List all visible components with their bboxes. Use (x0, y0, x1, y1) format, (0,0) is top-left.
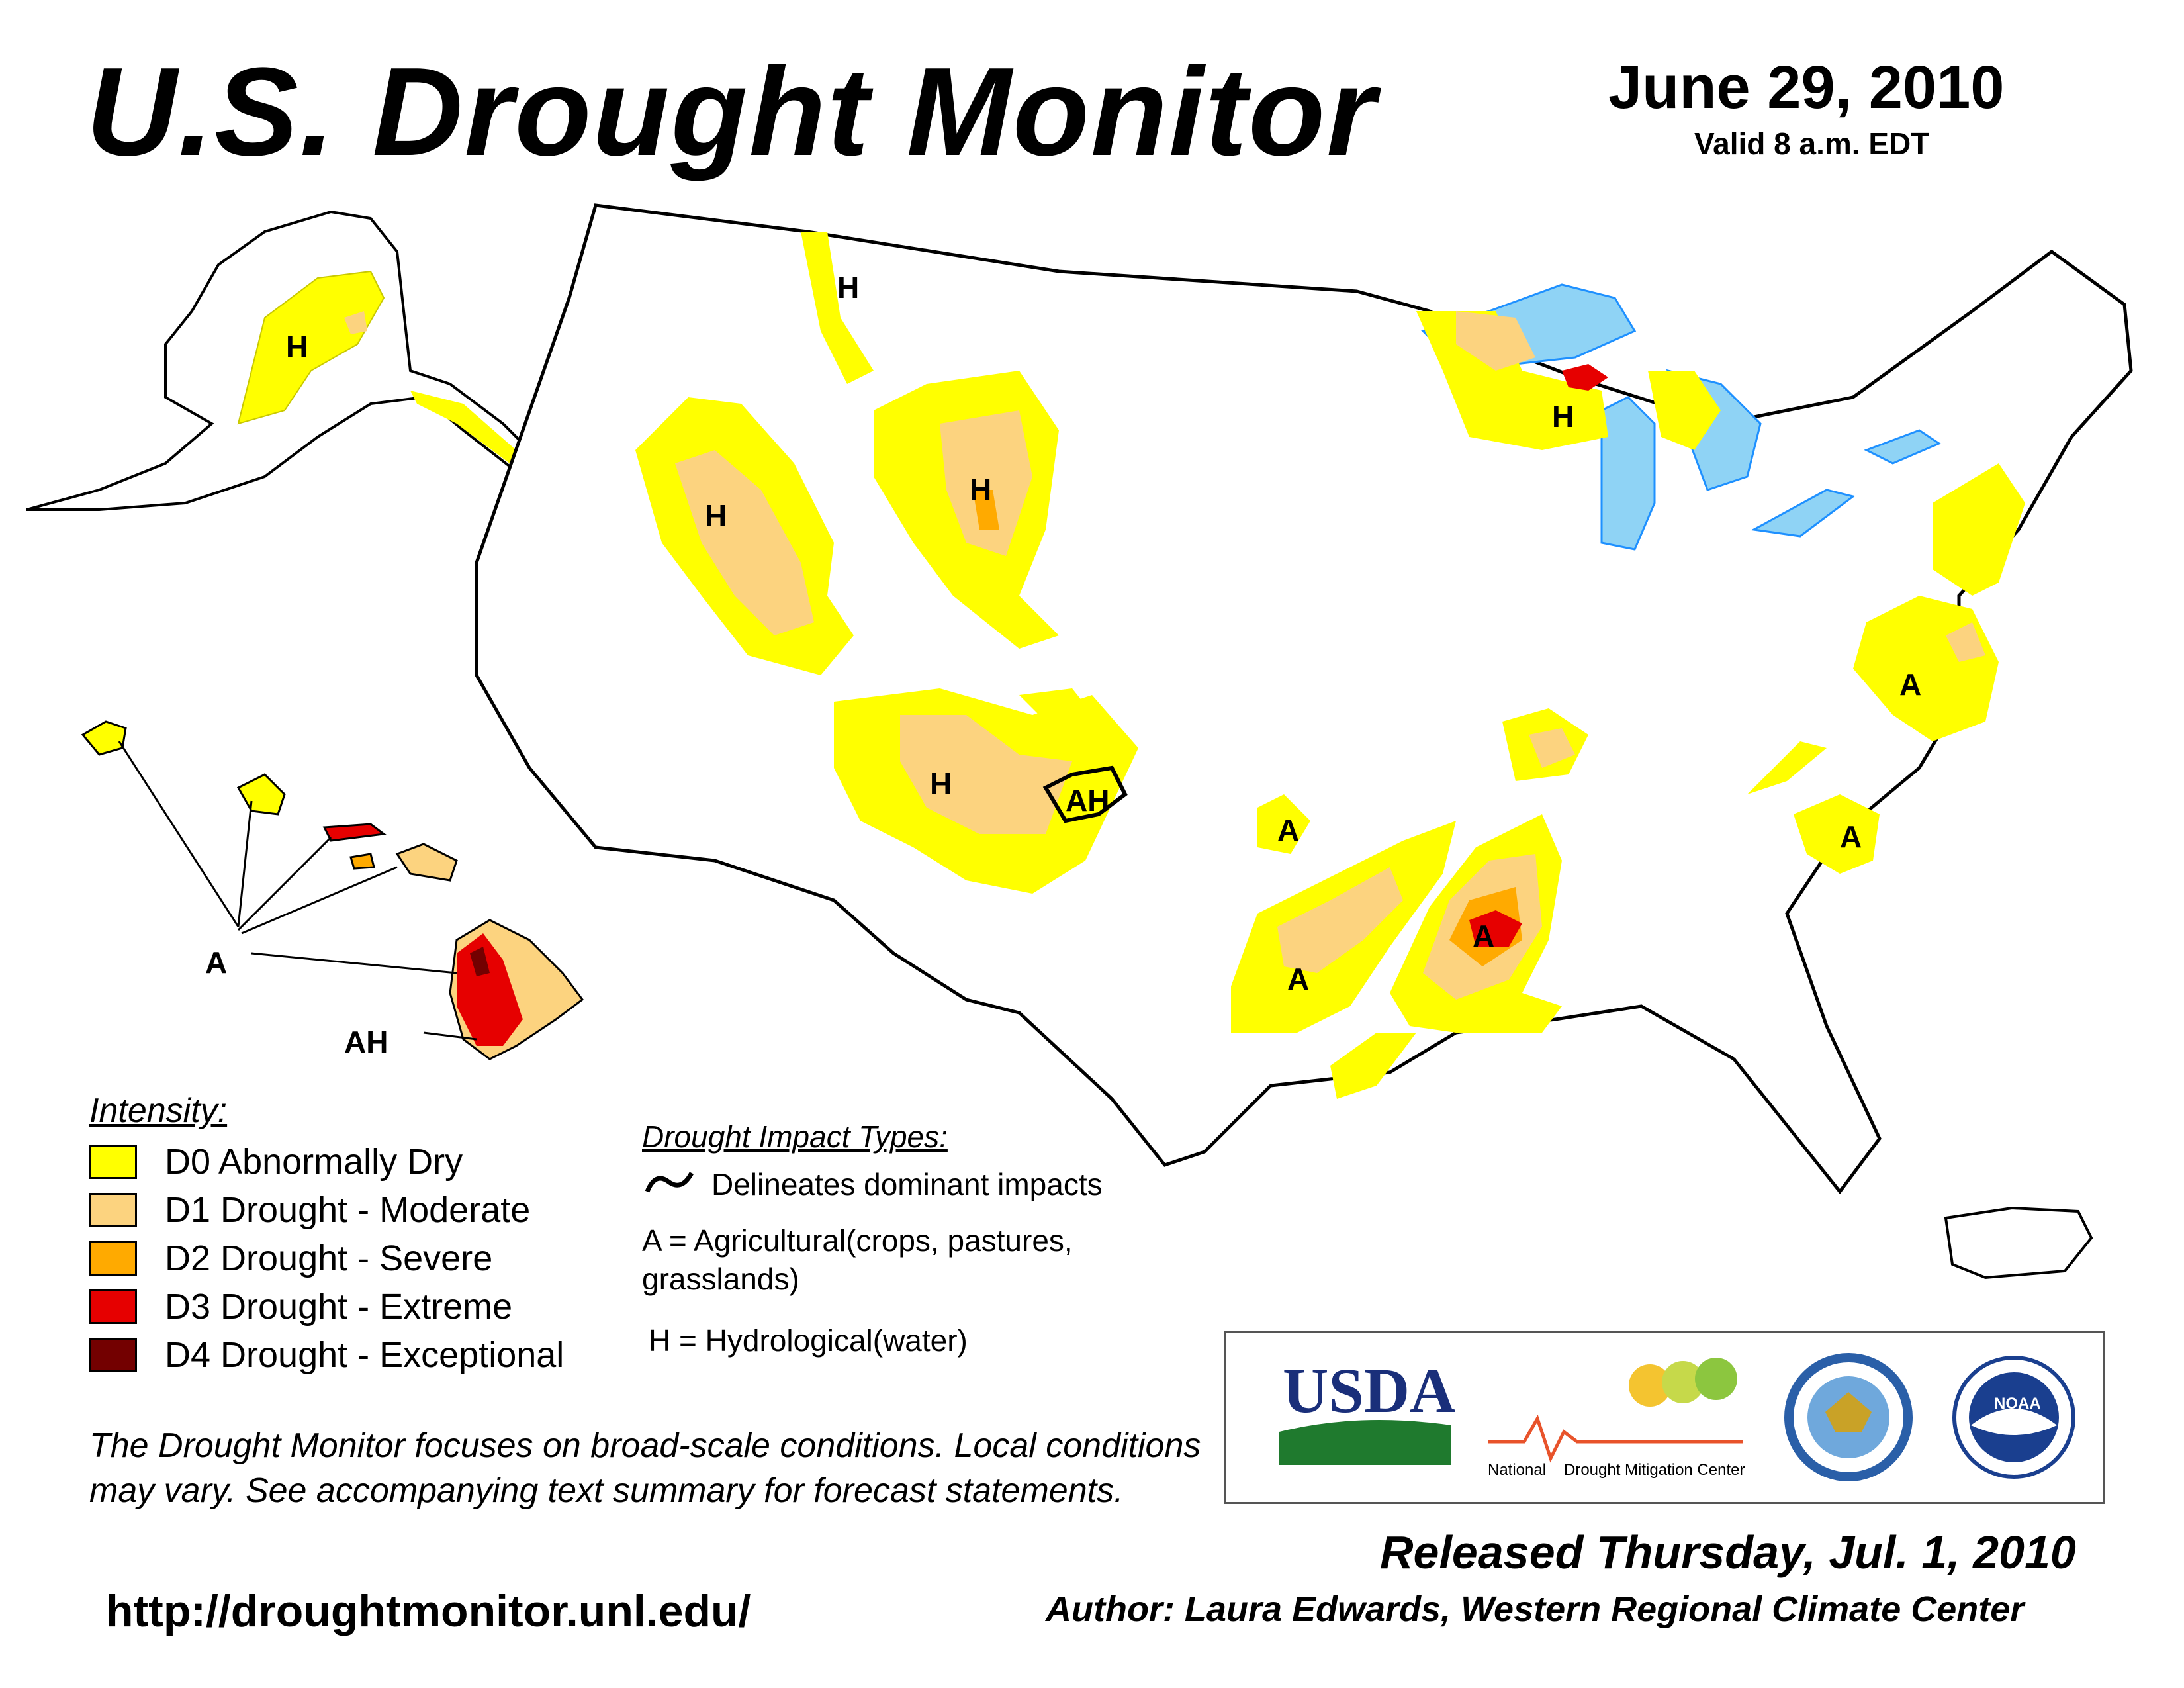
legend-label-d4: D4 Drought - Exceptional (165, 1335, 565, 1375)
texas-d1 (1277, 867, 1403, 973)
tree-icon-2 (1662, 1361, 1704, 1403)
colorado-d0 (1019, 688, 1099, 735)
maui-island (395, 843, 458, 882)
tree-icon-3 (1695, 1358, 1737, 1400)
impact-line-sample (645, 1172, 694, 1193)
lower-michigan-d0 (1648, 371, 1721, 450)
wyoming-d2 (973, 490, 999, 530)
nm-impact-boundary (1042, 765, 1128, 823)
usda-logo: USDA (1279, 1355, 1455, 1465)
tennessee-d0 (1747, 741, 1827, 794)
map-title: U.S. Drought Monitor (86, 42, 1377, 182)
impact-hydrological-label: H = Hydrological(water) (649, 1323, 968, 1358)
molokai-island (322, 823, 387, 842)
legend-item-d2: D2 Drought - Severe (89, 1239, 492, 1278)
virginia-label: A (1899, 667, 1921, 702)
lake-michigan (1600, 396, 1656, 551)
author-credit: Author: Laura Edwards, Western Regional … (1046, 1589, 2025, 1629)
lake-erie (1751, 489, 1856, 538)
legend-label-d2: D2 Drought - Severe (165, 1239, 493, 1278)
website-url[interactable]: http://droughtmonitor.unl.edu/ (106, 1586, 751, 1636)
legend-swatch-d1 (89, 1193, 137, 1227)
legend-label-d1: D1 Drought - Moderate (165, 1190, 531, 1230)
alaska-d0-area (237, 270, 385, 425)
ndmc-logo: National Drought Mitigation Center (1488, 1358, 1745, 1479)
agency-logos: USDA National Drought Mitigation Center … (1224, 1331, 2105, 1504)
kauai-island (81, 720, 127, 756)
legend-swatch-d4 (89, 1338, 137, 1372)
alaska-d1-spot (344, 311, 367, 334)
alaska-d0-coast (410, 391, 516, 463)
lanai-island (349, 853, 375, 870)
department-of-commerce-seal-icon (1784, 1353, 1913, 1481)
hawaii-map: A AH (81, 720, 584, 1060)
new-mexico-label: AH (1066, 783, 1109, 818)
impact-types-title: Drought Impact Types: (642, 1119, 948, 1154)
mid-atlantic-d1 (1946, 622, 1985, 662)
disclaimer-text: The Drought Monitor focuses on broad-sca… (89, 1427, 1201, 1510)
wyoming-d1 (940, 410, 1032, 556)
oklahoma-d0 (1257, 794, 1310, 854)
legend-swatch-d3 (89, 1289, 137, 1324)
legend-item-d0: D0 Abnormally Dry (89, 1142, 463, 1182)
south-carolina-label: A (1840, 820, 1862, 854)
ndmc-pulse-icon (1488, 1414, 1743, 1463)
usda-text: USDA (1283, 1355, 1455, 1426)
missouri-d1 (1529, 728, 1575, 768)
oahu-island (236, 773, 286, 816)
carolinas-d0 (1794, 794, 1880, 874)
legend-label-d0: D0 Abnormally Dry (165, 1142, 463, 1182)
legend-item-d3: D3 Drought - Extreme (89, 1287, 512, 1327)
hawaii-impact-ah-label: AH (344, 1025, 388, 1059)
upper-michigan-label: H (1552, 399, 1574, 434)
big-island-d4 (470, 947, 490, 976)
legend-item-d1: D1 Drought - Moderate (89, 1190, 530, 1230)
ndmc-text-center: Drought Mitigation Center (1564, 1461, 1745, 1479)
valid-time: Valid 8 a.m. EDT (1694, 126, 1930, 161)
oklahoma-label: A (1277, 813, 1299, 847)
puerto-rico (1944, 1206, 2093, 1280)
idaho-strip-d0 (801, 232, 874, 384)
hawaii-impact-a-label: A (205, 945, 227, 980)
usda-field-icon (1279, 1420, 1451, 1465)
alaska-map (26, 210, 545, 511)
conus-map (475, 203, 2133, 1195)
legend-swatch-d0 (89, 1145, 137, 1179)
noaa-logo: NOAA (1952, 1356, 2075, 1479)
pacific-nw-d1 (675, 450, 814, 635)
lake-ontario (1864, 429, 1942, 465)
legend-swatch-d2 (89, 1241, 137, 1276)
noaa-text: NOAA (1994, 1395, 2041, 1413)
oregon-nevada-label: H (705, 498, 727, 533)
legend-label-d3: D3 Drought - Extreme (165, 1287, 513, 1327)
texas-label: A (1287, 962, 1309, 996)
texas-coast-d0 (1330, 1033, 1416, 1099)
impact-agricultural-label: A = Agricultural(crops, pastures, grassl… (642, 1223, 1073, 1296)
idaho-montana-label: H (837, 270, 859, 305)
legend-title: Intensity: (89, 1092, 228, 1130)
ndmc-text-national: National (1488, 1461, 1546, 1479)
arizona-nm-label: H (930, 767, 952, 801)
four-corners-d1 (900, 715, 1072, 834)
wyoming-label: H (970, 472, 991, 506)
alaska-label: H (286, 330, 308, 364)
upper-michigan-d3 (1562, 364, 1608, 391)
arkansas-la-d3 (1469, 910, 1522, 947)
northeast-d0 (1933, 463, 2025, 596)
tree-icon-1 (1629, 1364, 1671, 1407)
louisiana-arkansas-label: A (1473, 919, 1494, 953)
release-date: Released Thursday, Jul. 1, 2010 (1380, 1526, 2076, 1578)
upper-midwest-d1 (1456, 311, 1535, 371)
legend-item-d4: D4 Drought - Exceptional (89, 1335, 564, 1375)
map-date: June 29, 2010 (1608, 54, 2005, 121)
logos-svg: USDA National Drought Mitigation Center … (1279, 1353, 2075, 1481)
impact-line-label: Delineates dominant impacts (711, 1167, 1103, 1201)
